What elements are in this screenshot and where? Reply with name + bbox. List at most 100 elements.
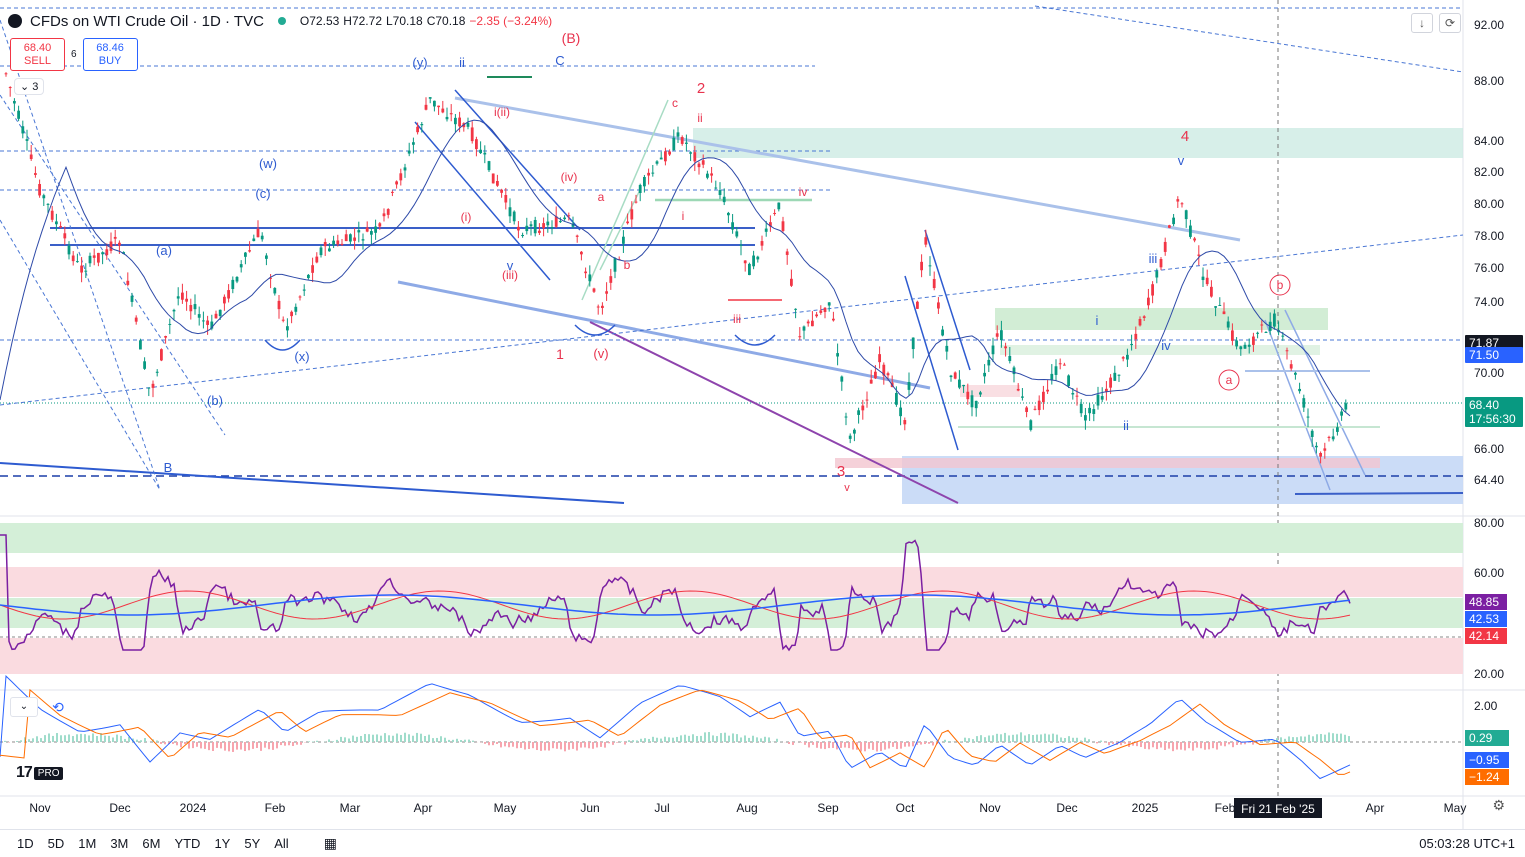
candle-body	[806, 321, 810, 324]
trend-line[interactable]	[599, 189, 641, 271]
macd-histogram-bar	[36, 736, 38, 742]
wave-label-blue: (a)	[156, 243, 172, 258]
trend-line[interactable]	[589, 321, 959, 504]
buy-button[interactable]: 68.46 BUY	[82, 38, 138, 71]
arrow-down-icon[interactable]: ↓	[1411, 13, 1433, 33]
trend-line[interactable]	[1284, 309, 1366, 476]
candle-body	[1058, 363, 1062, 365]
range-5y[interactable]: 5Y	[244, 836, 261, 851]
candle-body	[752, 255, 755, 267]
macd-histogram-bar	[1304, 736, 1306, 742]
macd-histogram-bar	[116, 734, 118, 742]
range-6m[interactable]: 6M	[142, 836, 161, 851]
range-5d[interactable]: 5D	[47, 836, 65, 851]
price-tick-label: 76.00	[1474, 261, 1504, 275]
calendar-icon[interactable]: ▦	[323, 835, 337, 851]
range-1d[interactable]: 1D	[17, 836, 34, 851]
candle-body	[227, 290, 230, 299]
candle-body	[139, 340, 142, 350]
macd-histogram-bar	[340, 736, 342, 742]
macd-histogram-bar	[776, 738, 778, 742]
symbol-title[interactable]: CFDs on WTI Crude Oil · 1D · TVC	[30, 12, 264, 30]
trend-line[interactable]	[924, 229, 971, 371]
gear-icon[interactable]: ⚙	[1492, 797, 1505, 813]
wave-label-red: (v)	[593, 346, 608, 361]
range-ytd[interactable]: YTD	[174, 836, 201, 851]
candle-body	[412, 142, 415, 145]
candle-body	[59, 226, 62, 228]
candle-body	[651, 172, 655, 174]
rsi-tick-label: 80.00	[1474, 516, 1504, 530]
macd-histogram-bar	[388, 735, 390, 742]
tradingview-logo[interactable]: 17 PRO	[16, 764, 64, 782]
chevron-down-icon[interactable]: ⌄	[10, 697, 38, 717]
macd-histogram-bar	[628, 740, 630, 742]
macd-histogram-bar	[1168, 742, 1170, 749]
trend-line[interactable]	[454, 89, 581, 231]
candle-body	[974, 400, 978, 409]
macd-histogram-bar	[1332, 733, 1334, 742]
macd-histogram-bar	[1068, 736, 1070, 742]
candle-body	[29, 154, 33, 160]
trend-line[interactable]	[0, 19, 161, 491]
candle-body	[1092, 409, 1096, 414]
candle-body	[1247, 344, 1251, 347]
time-axis-label: 2024	[180, 801, 207, 815]
macd-histogram-bar	[692, 734, 694, 742]
trend-line[interactable]	[904, 275, 959, 451]
maximize-icon[interactable]: ⟳	[1439, 13, 1461, 33]
sell-button[interactable]: 68.40 SELL	[10, 38, 65, 71]
trend-line[interactable]	[414, 121, 551, 281]
trend-line[interactable]	[581, 99, 669, 301]
range-all[interactable]: All	[274, 836, 289, 851]
macd-histogram-bar	[24, 737, 26, 742]
candle-body	[1012, 367, 1016, 375]
candle-body	[928, 265, 932, 267]
indicator-collapse-button[interactable]: ⌄ 3	[14, 78, 45, 95]
macd-histogram-bar	[212, 742, 214, 752]
candle-body	[580, 251, 583, 255]
macd-histogram-bar	[1144, 742, 1146, 749]
macd-histogram-bar	[964, 737, 966, 742]
candle-body	[286, 326, 289, 331]
candle-body	[487, 161, 491, 171]
wave-label-blue: ii	[459, 55, 465, 70]
candle-body	[319, 247, 323, 256]
candle-body	[185, 298, 188, 302]
macd-histogram-bar	[860, 742, 862, 752]
macd-histogram-bar	[28, 739, 30, 742]
macd-histogram-bar	[648, 738, 650, 742]
macd-histogram-bar	[656, 737, 658, 742]
candle-body	[298, 296, 302, 298]
rsi-zone-pink-low	[0, 638, 1463, 674]
wave-label-red: iii	[733, 312, 741, 326]
price-badge-label: 17:56:30	[1469, 412, 1516, 426]
range-3m[interactable]: 3M	[110, 836, 129, 851]
candle-body	[802, 326, 806, 331]
trend-line[interactable]	[0, 462, 625, 504]
trend-line[interactable]	[1264, 319, 1331, 491]
candle-body	[882, 364, 886, 376]
trend-line[interactable]	[454, 96, 1241, 242]
trend-line[interactable]	[1294, 492, 1464, 495]
macd-histogram-bar	[236, 742, 238, 750]
range-1m[interactable]: 1M	[78, 836, 97, 851]
wave-label-blue: i	[1096, 313, 1099, 328]
refresh-icon[interactable]: ⟲	[52, 699, 64, 715]
macd-histogram-bar	[184, 742, 186, 745]
trend-line[interactable]	[397, 280, 931, 390]
macd-histogram-bar	[1224, 742, 1226, 747]
macd-histogram-bar	[984, 737, 986, 742]
trend-line[interactable]	[0, 234, 1464, 406]
candle-body	[126, 280, 130, 285]
time-axis-label: Dec	[1056, 801, 1077, 815]
trend-line[interactable]	[0, 219, 161, 491]
trend-line[interactable]	[1034, 5, 1464, 73]
range-1y[interactable]: 1Y	[214, 836, 231, 851]
trend-line[interactable]	[0, 94, 226, 436]
candle-body	[764, 228, 768, 232]
rsi-badge-label: 48.85	[1469, 595, 1499, 609]
macd-histogram-bar	[988, 735, 990, 742]
macd-histogram-bar	[876, 742, 878, 752]
